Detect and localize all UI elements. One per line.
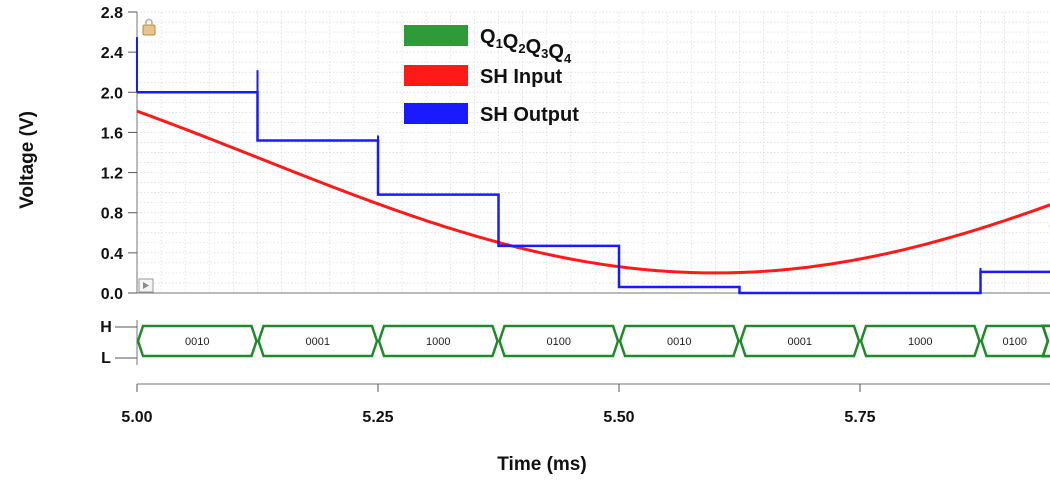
- y-axis-title: Voltage (V): [17, 111, 38, 209]
- bus-segment: [257, 324, 379, 358]
- bus-segment: [136, 324, 258, 358]
- legend-label: SH Output: [480, 104, 579, 126]
- bus-value-label: 0001: [306, 336, 330, 348]
- x-tick-label: 5.00: [121, 409, 152, 426]
- level-label: H: [100, 319, 112, 336]
- y-tick-label: 0.0: [101, 286, 123, 303]
- bus-segment: [498, 324, 620, 358]
- digital-bus: 0010000110000100001000011000010000100001…: [136, 324, 1050, 358]
- x-tick-label: 5.75: [844, 409, 875, 426]
- y-tick-label: 0.8: [101, 206, 123, 223]
- series-line-sh-input: [136, 109, 1050, 275]
- bus-value-label: 0001: [788, 336, 812, 348]
- bus-segment: [618, 324, 740, 358]
- y-ticks: 0.0 0.4 0.8 1.2 1.6 2.0 2.4 2.8: [101, 5, 137, 303]
- x-axis-title: Time (ms): [497, 454, 586, 475]
- legend-swatch: [404, 25, 468, 46]
- bus-value-label: 1000: [908, 336, 932, 348]
- level-label: L: [101, 350, 111, 367]
- y-tick-label: 0.4: [101, 246, 123, 263]
- y-tick-label: 2.4: [101, 45, 123, 62]
- bus-value-label: 1000: [426, 336, 450, 348]
- lock-icon[interactable]: [142, 18, 156, 36]
- series: [136, 37, 1050, 295]
- y-tick-label: 1.2: [101, 166, 123, 183]
- bus-segment: [1041, 324, 1050, 358]
- y-tick-label: 1.6: [101, 125, 123, 142]
- y-tick-label: 2.0: [101, 85, 123, 102]
- bus-value-label: 0010: [667, 336, 691, 348]
- legend-swatch: [404, 65, 468, 86]
- bus-value-label: 0010: [185, 336, 209, 348]
- x-tick-label: 5.25: [362, 409, 393, 426]
- x-tick-label: 5.50: [603, 409, 634, 426]
- bus-value-label: 0100: [547, 336, 571, 348]
- bus-segment: [859, 324, 981, 358]
- bus-value-label: 0100: [1003, 336, 1027, 348]
- bus-segment: [377, 324, 499, 358]
- x-ticks: 5.005.255.505.756.006.256.506.75: [121, 384, 876, 426]
- grid: [136, 11, 1050, 294]
- play-marker-icon[interactable]: [138, 278, 154, 293]
- legend-label: Q1Q2Q3Q4: [480, 26, 572, 66]
- legend-swatch: [404, 103, 468, 124]
- y-tick-label: 2.8: [101, 5, 123, 22]
- legend-label: SH Input: [480, 66, 563, 88]
- digital-level-labels: HL: [100, 319, 137, 367]
- series-line-sh-output: [137, 84, 1050, 295]
- bus-segment: [739, 324, 861, 358]
